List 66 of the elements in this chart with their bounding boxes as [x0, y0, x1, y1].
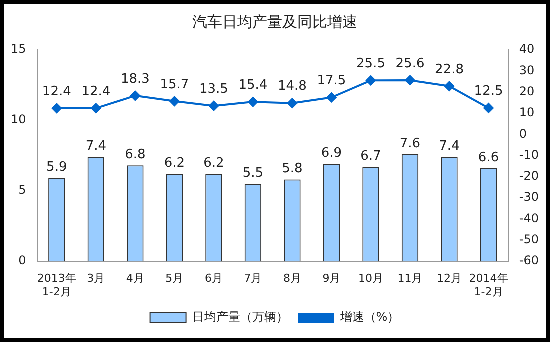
data-label: 6.8 — [125, 148, 146, 163]
point — [484, 103, 494, 114]
x-tick-label: 2014年 1-2月 — [469, 272, 508, 298]
y2-tick-label: -10 — [519, 148, 540, 162]
data-label: 25.6 — [396, 56, 425, 72]
point — [444, 81, 455, 92]
y-tick-label: 0 — [18, 254, 26, 268]
y2-tick-label: -30 — [519, 190, 540, 204]
data-label: 7.6 — [400, 136, 421, 152]
data-label: 14.8 — [278, 79, 307, 94]
data-label: 15.4 — [238, 78, 268, 93]
data-label: 22.8 — [435, 62, 464, 78]
data-label: 5.5 — [242, 166, 264, 181]
x-tick-label: 3月 — [87, 272, 106, 286]
x-tick-label: 5月 — [166, 272, 184, 286]
data-label: 25.5 — [356, 56, 386, 72]
data-label: 6.2 — [204, 156, 224, 172]
point — [248, 97, 258, 108]
x-tick-label: 6月 — [204, 272, 223, 286]
legend-label: 增速（%） — [339, 310, 400, 324]
data-label: 12.5 — [474, 84, 504, 100]
data-label: 12.4 — [42, 84, 72, 100]
y-tick-label: 15 — [10, 42, 26, 56]
y-tick-label: 10 — [10, 112, 26, 127]
point — [130, 90, 140, 101]
x-tick-label: 10月 — [358, 272, 384, 286]
point — [91, 103, 102, 114]
x-tick-label: 9月 — [322, 272, 341, 286]
x-tick-label: 8月 — [283, 272, 302, 286]
point — [170, 96, 180, 106]
data-label: 5.9 — [46, 160, 68, 176]
point — [405, 75, 416, 86]
y2-tick-label: 10 — [519, 106, 535, 120]
y2-tick-label: 30 — [519, 63, 535, 78]
point — [208, 101, 219, 112]
point — [52, 103, 62, 114]
y-tick-label: 5 — [18, 183, 26, 198]
chart-title: 汽车日均产量及同比增速 — [192, 12, 358, 31]
data-label: 6.7 — [360, 148, 382, 164]
data-label: 15.7 — [160, 77, 190, 92]
y2-tick-label: -20 — [519, 169, 540, 184]
x-tick-label: 7月 — [244, 272, 262, 286]
y2-tick-label: -50 — [519, 232, 540, 247]
data-label: 17.5 — [317, 73, 346, 88]
legend-label: 日均产量（万辆） — [192, 310, 288, 324]
data-label: 12.4 — [82, 84, 111, 100]
data-label: 18.3 — [120, 72, 150, 87]
data-label: 7.4 — [439, 139, 460, 154]
x-tick-label: 11月 — [398, 272, 423, 286]
y2-tick-label: 40 — [519, 42, 535, 56]
point — [326, 92, 337, 103]
y2-tick-label: -40 — [519, 211, 540, 226]
data-label: 5.8 — [282, 162, 303, 177]
point — [287, 98, 298, 108]
x-tick-label: 12月 — [437, 272, 462, 286]
data-label: 7.4 — [86, 139, 107, 154]
y2-tick-label: 0 — [519, 126, 528, 141]
y2-tick-label: 20 — [519, 84, 535, 98]
x-tick-label: 4月 — [126, 272, 144, 286]
x-tick-label: 2013年 1-2月 — [37, 272, 76, 298]
data-label: 6.2 — [164, 156, 186, 172]
data-label: 6.9 — [321, 146, 342, 162]
data-label: 6.6 — [478, 150, 500, 166]
y2-tick-label: -60 — [519, 254, 540, 268]
data-label: 13.5 — [199, 82, 228, 97]
point — [366, 76, 376, 86]
